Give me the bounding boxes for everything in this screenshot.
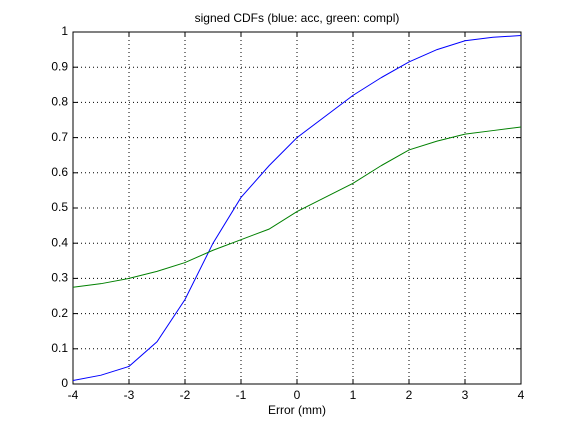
y-tick-label: 0 (61, 376, 68, 390)
y-tick-label: 0.3 (51, 271, 68, 285)
x-tick-label: -2 (180, 388, 191, 402)
series-line (72, 126, 522, 288)
x-tick-label: 2 (406, 388, 413, 402)
x-tick-label: -4 (68, 388, 79, 402)
x-tick-label: -1 (236, 388, 247, 402)
y-tick-label: 0.2 (51, 306, 68, 320)
y-tick-label: 0.8 (51, 95, 68, 109)
y-tick-label: 0.5 (51, 200, 68, 214)
x-tick-label: 0 (294, 388, 301, 402)
axes-box (72, 31, 522, 385)
x-tick-label: -3 (124, 388, 135, 402)
y-tick-label: 0.1 (51, 341, 68, 355)
x-tick-label: 1 (350, 388, 357, 402)
x-tick-label: 3 (462, 388, 469, 402)
y-tick-label: 0.9 (51, 59, 68, 73)
x-tick-label: 4 (518, 388, 525, 402)
series-line (72, 35, 522, 381)
y-tick-label: 1 (61, 24, 68, 38)
y-tick-label: 0.7 (51, 130, 68, 144)
chart-title: signed CDFs (blue: acc, green: compl) (195, 11, 400, 25)
y-tick-label: 0.4 (51, 235, 68, 249)
y-tick-label: 0.6 (51, 165, 68, 179)
x-axis-label: Error (mm) (268, 403, 326, 417)
